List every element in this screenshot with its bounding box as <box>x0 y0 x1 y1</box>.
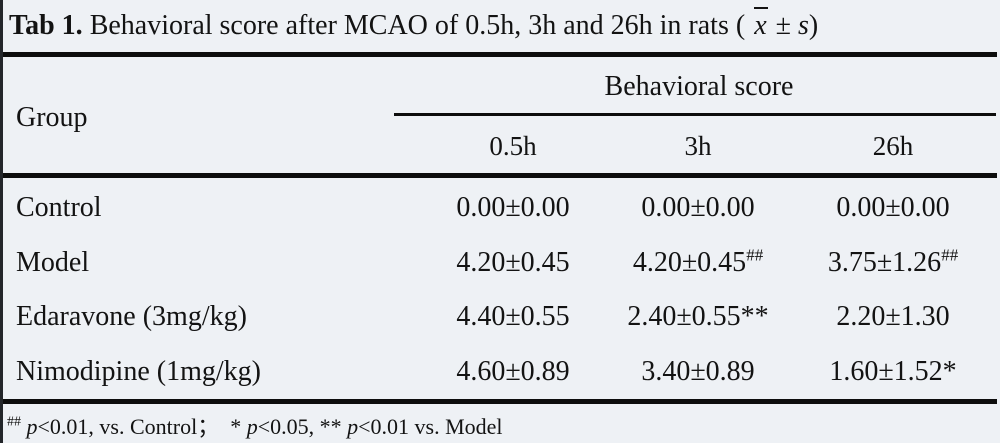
value-text: 4.40±0.55 <box>456 301 570 332</box>
column-header-group: Group <box>16 102 88 133</box>
cell-value: 4.40±0.55 <box>393 301 633 333</box>
cell-value: 0.00±0.00 <box>578 192 818 224</box>
table-row-control: Control 0.00±0.00 0.00±0.00 0.00±0.00 <box>3 192 1000 230</box>
value-text: 1.60±1.52* <box>829 356 957 387</box>
row-label: Nimodipine (1mg/kg) <box>16 356 261 387</box>
value-text: 3.40±0.89 <box>641 356 755 387</box>
value-superscript: ## <box>941 245 959 265</box>
table-caption: Tab 1. Behavioral score after MCAO of 0.… <box>9 7 989 45</box>
spanner-header-behavioral-score: Behavioral score <box>604 71 794 102</box>
column-header-0-5h: 0.5h <box>489 131 537 161</box>
column-header-3h: 3h <box>684 131 712 161</box>
value-text: 0.00±0.00 <box>456 192 570 223</box>
table-footnote: ## p<0.01, vs. Control； * p<0.05, ** p<0… <box>7 409 997 441</box>
cell-value: 2.20±1.30 <box>773 301 1000 333</box>
cell-value: 0.00±0.00 <box>393 192 633 224</box>
cell-value: 4.20±0.45## <box>578 247 818 279</box>
footnote-text: <0.05, ** <box>257 414 348 439</box>
plus-minus-symbol: ± <box>768 10 798 41</box>
column-header-26h: 26h <box>872 131 914 161</box>
value-text: 2.20±1.30 <box>836 301 950 332</box>
row-label: Control <box>16 192 102 223</box>
value-text: 0.00±0.00 <box>836 192 950 223</box>
footnote-hash-superscript: ## <box>7 414 21 430</box>
footnote-p-italic: p <box>246 414 258 439</box>
value-superscript: ## <box>746 245 764 265</box>
caption-close-paren: ) <box>808 10 819 41</box>
value-text: 4.60±0.89 <box>456 356 570 387</box>
cell-value: 2.40±0.55** <box>578 301 818 333</box>
footnote-p-italic: p <box>26 414 38 439</box>
caption-label: Tab 1. <box>9 10 83 41</box>
value-text: 0.00±0.00 <box>641 192 755 223</box>
cell-value: 4.60±0.89 <box>393 356 633 388</box>
footnote-text: <0.01, vs. Control； * <box>37 414 247 439</box>
cell-value: 4.20±0.45 <box>393 247 633 279</box>
spanner-underline-rule <box>394 113 996 116</box>
caption-text: Behavioral score after MCAO of 0.5h, 3h … <box>82 10 753 41</box>
header-bottom-rule <box>3 173 997 178</box>
table-row-nimodipine: Nimodipine (1mg/kg) 4.60±0.89 3.40±0.89 … <box>3 356 1000 394</box>
row-label: Model <box>16 247 90 278</box>
table-bottom-rule <box>3 399 997 404</box>
value-text: 4.20±0.45 <box>632 247 747 278</box>
cell-value: 1.60±1.52* <box>773 356 1000 388</box>
x-bar-symbol: x <box>752 7 769 45</box>
s-symbol: s <box>798 10 809 41</box>
footnote-p-italic: p <box>347 414 359 439</box>
cell-value: 3.40±0.89 <box>578 356 818 388</box>
table-row-model: Model 4.20±0.45 4.20±0.45## 3.75±1.26## <box>3 247 1000 285</box>
value-text: 4.20±0.45 <box>456 247 570 278</box>
footnote-text: <0.01 vs. Model <box>358 414 503 439</box>
table-row-edaravone: Edaravone (3mg/kg) 4.40±0.55 2.40±0.55**… <box>3 301 1000 339</box>
cell-value: 3.75±1.26## <box>773 247 1000 279</box>
cell-value: 0.00±0.00 <box>773 192 1000 224</box>
value-text: 3.75±1.26 <box>827 247 942 278</box>
value-text: 2.40±0.55** <box>627 301 769 332</box>
table-top-rule <box>3 52 997 57</box>
row-label: Edaravone (3mg/kg) <box>16 301 247 332</box>
